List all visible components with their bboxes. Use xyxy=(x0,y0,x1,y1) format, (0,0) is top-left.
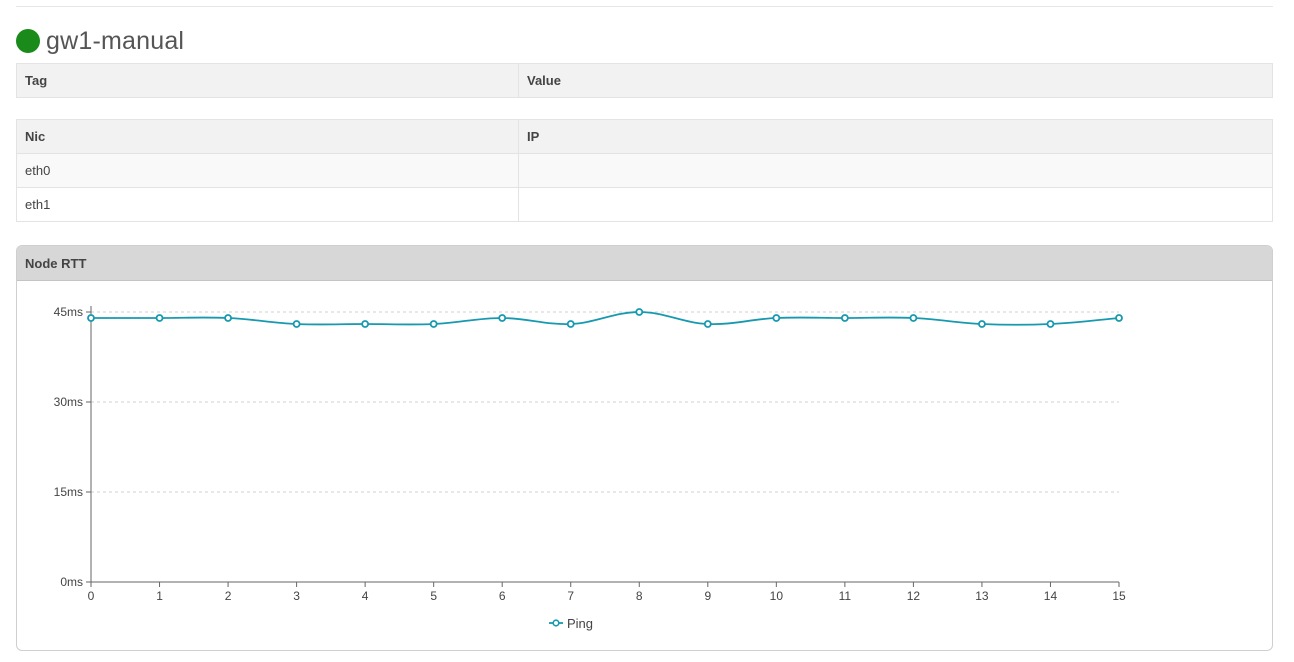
x-tick-label: 2 xyxy=(225,589,232,603)
x-tick-label: 11 xyxy=(839,589,852,603)
data-point xyxy=(87,314,95,322)
x-tick-label: 13 xyxy=(975,589,989,603)
node-title: gw1-manual xyxy=(46,26,185,55)
data-point xyxy=(498,314,507,322)
nics-table-header: Nic IP xyxy=(16,119,1273,154)
y-tick-label: 45ms xyxy=(54,305,83,319)
data-point xyxy=(155,314,164,322)
legend-marker-ping xyxy=(552,619,560,627)
data-point xyxy=(292,320,301,328)
table-row: eth1 xyxy=(16,187,1273,222)
status-indicator-icon xyxy=(16,29,40,53)
data-point xyxy=(840,314,849,322)
tags-table-header: Tag Value xyxy=(16,63,1273,98)
x-tick-label: 6 xyxy=(499,589,506,603)
y-tick-label: 30ms xyxy=(54,395,83,409)
x-tick-label: 15 xyxy=(1112,589,1126,603)
node-rtt-panel: Node RTT 0ms 15ms 30ms 45ms 0 1 2 3 4 5 6 7 8 9 10 11 12… xyxy=(16,245,1273,651)
legend-label-ping: Ping xyxy=(567,616,593,631)
top-divider xyxy=(16,6,1273,7)
x-tick-label: 0 xyxy=(88,589,95,603)
panel-title: Node RTT xyxy=(17,246,1272,281)
node-header: gw1-manual xyxy=(16,26,184,56)
data-point xyxy=(635,308,644,316)
x-tick-label: 14 xyxy=(1044,589,1058,603)
data-point xyxy=(1046,320,1055,328)
nic-ip-cell xyxy=(518,187,1273,222)
x-tick-label: 5 xyxy=(430,589,437,603)
data-point xyxy=(978,320,986,328)
y-tick-label: 0ms xyxy=(60,575,83,589)
data-point xyxy=(429,320,438,328)
data-point xyxy=(361,320,370,328)
data-point xyxy=(566,320,575,328)
nic-ip-cell xyxy=(518,153,1273,188)
data-point xyxy=(909,314,918,322)
series-line-ping xyxy=(91,311,1120,326)
nic-name-cell: eth0 xyxy=(16,153,519,188)
column-header-nic[interactable]: Nic xyxy=(16,119,519,154)
data-point xyxy=(1115,314,1123,322)
column-header-tag[interactable]: Tag xyxy=(16,63,519,98)
nic-name-cell: eth1 xyxy=(16,187,519,222)
x-tick-label: 3 xyxy=(293,589,300,603)
x-tick-label: 1 xyxy=(156,589,163,603)
x-tick-label: 8 xyxy=(636,589,643,603)
x-tick-label: 12 xyxy=(907,589,921,603)
table-row: eth0 xyxy=(16,153,1273,188)
y-tick-label: 15ms xyxy=(54,485,83,499)
column-header-ip[interactable]: IP xyxy=(518,119,1273,154)
tags-table: Tag Value xyxy=(16,63,1273,98)
x-tick-label: 9 xyxy=(704,589,711,603)
data-point xyxy=(703,320,712,328)
x-tick-label: 4 xyxy=(362,589,369,603)
x-tick-label: 7 xyxy=(567,589,574,603)
data-point xyxy=(224,314,232,322)
column-header-value[interactable]: Value xyxy=(518,63,1273,98)
nics-table: Nic IP eth0 eth1 xyxy=(16,119,1273,222)
x-tick-label: 10 xyxy=(770,589,784,603)
data-point xyxy=(772,314,781,322)
